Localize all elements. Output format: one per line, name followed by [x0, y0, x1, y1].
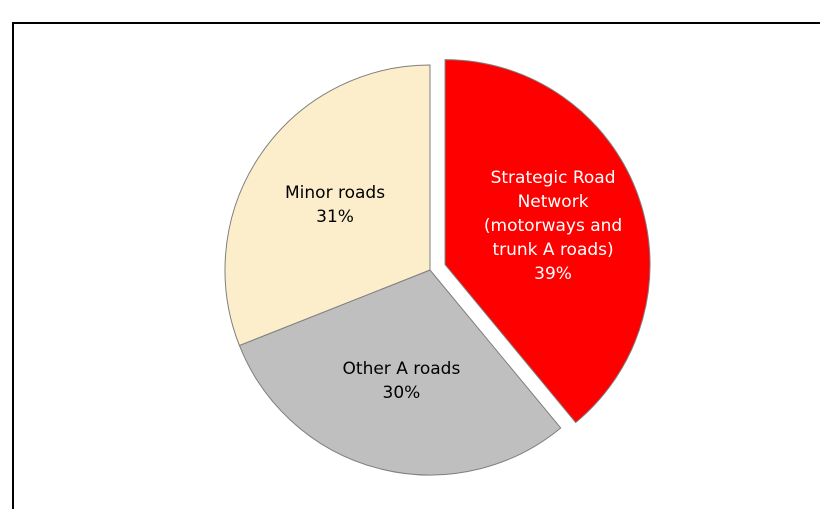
category-label: Strategic Road Network (motorways and tr…	[483, 167, 623, 260]
value-label: 31%	[316, 207, 354, 228]
pie-slice	[444, 59, 651, 424]
pie-slice	[238, 269, 562, 476]
slice-label: Other A roads 30%	[331, 357, 471, 405]
chart-frame	[12, 22, 820, 509]
slice-label: Minor roads 31%	[275, 181, 395, 229]
pie-slice	[224, 64, 431, 347]
value-label: 39%	[534, 263, 572, 284]
value-label: 30%	[382, 383, 421, 404]
category-label: Other A roads	[342, 359, 461, 380]
slice-label: Strategic Road Network (motorways and tr…	[478, 166, 628, 286]
category-label: Minor roads	[285, 183, 386, 204]
